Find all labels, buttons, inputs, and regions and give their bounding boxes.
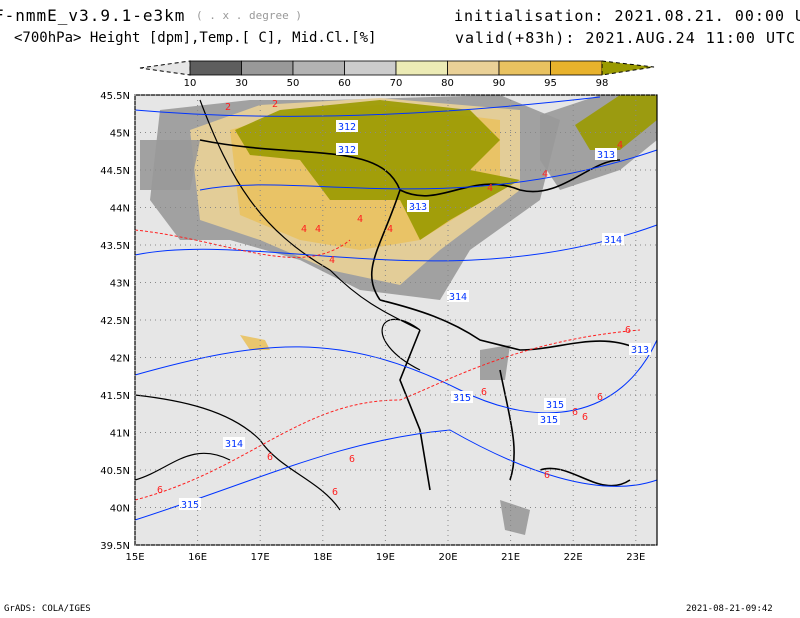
variables-title: <700hPa> Height [dpm],Temp.[ C], Mid.Cl.…	[14, 30, 377, 46]
colorbar-label: 30	[235, 78, 248, 89]
latitude-label: 39.5N	[100, 541, 130, 552]
height-label-bg	[595, 148, 617, 160]
colorbar: 10 30 50 60 70 80 90 95 98	[139, 60, 655, 89]
temperature-contour-label: 2	[225, 102, 231, 113]
temperature-contour-label: 2	[272, 99, 278, 110]
longitude-label: 16E	[188, 552, 207, 563]
height-contour	[134, 96, 601, 117]
height-contour-label: 313	[597, 150, 615, 161]
latitude-label: 40N	[110, 504, 130, 515]
height-label-bg	[538, 413, 560, 425]
latitude-label: 43.5N	[100, 241, 130, 252]
latitude-label: 41.5N	[100, 391, 130, 402]
temperature-contour-label: 4	[301, 224, 307, 235]
longitude-label: 19E	[376, 552, 395, 563]
longitude-label: 22E	[564, 552, 583, 563]
temperature-contour-label: 4	[617, 140, 623, 151]
longitude-label: 23E	[626, 552, 645, 563]
latitude-label: 45.5N	[100, 91, 130, 102]
longitude-label: 21E	[501, 552, 520, 563]
colorbar-label: 95	[544, 78, 557, 89]
height-contour-label: 312	[338, 145, 356, 156]
height-label-bg	[629, 343, 651, 355]
longitude-label: 20E	[438, 552, 457, 563]
height-label-bg	[336, 120, 358, 132]
height-label-bg	[407, 200, 429, 212]
temperature-contour-label: 6	[597, 392, 603, 403]
height-contour-label: 312	[338, 122, 356, 133]
height-contour-label: 314	[604, 235, 622, 246]
cloud-cover-area	[480, 345, 510, 380]
longitude-label: 17E	[251, 552, 270, 563]
height-label-bg	[451, 391, 473, 403]
cloud-cover-area	[235, 100, 520, 240]
colorbar-label: 98	[596, 78, 609, 89]
height-contour-label: 315	[181, 500, 199, 511]
height-label-bg	[223, 437, 245, 449]
height-label-bg	[336, 143, 358, 155]
temperature-contour-label: 6	[267, 452, 273, 463]
temperature-contour-label: 6	[349, 454, 355, 465]
temperature-contour-label: 4	[387, 224, 393, 235]
footer-credit: GrADS: COLA/IGES	[4, 604, 91, 614]
temperature-contour-label: 6	[572, 407, 578, 418]
temperature-contour-label: 6	[481, 387, 487, 398]
height-contour-label: 315	[540, 415, 558, 426]
colorbar-label: 80	[441, 78, 454, 89]
temperature-contour-label: 4	[357, 214, 363, 225]
height-contour-label: 315	[546, 400, 564, 411]
height-contour-label: 313	[409, 202, 427, 213]
height-label-bg	[447, 290, 469, 302]
temperature-contour-label: 4	[487, 183, 493, 194]
height-contour-label: 314	[225, 439, 243, 450]
cloud-cover-area	[500, 500, 530, 535]
country-borders	[199, 139, 641, 491]
initialisation-time: initialisation: 2021.08.21. 00:00 UTC	[454, 7, 800, 25]
height-contour	[134, 224, 658, 262]
colorbar-label: 50	[287, 78, 300, 89]
units-note: ( . x . degree )	[196, 9, 302, 22]
temperature-contour-label: 6	[625, 325, 631, 336]
longitude-label: 18E	[313, 552, 332, 563]
colorbar-label: 10	[184, 78, 197, 89]
height-contour-label: 315	[453, 393, 471, 404]
latitude-label: 42N	[110, 354, 130, 365]
cloud-cover-area	[575, 95, 657, 150]
latitude-label: 41N	[110, 429, 130, 440]
latitude-label: 45N	[110, 129, 130, 140]
height-contour-label: 313	[631, 345, 649, 356]
temperature-contour-label: 4	[542, 169, 548, 180]
latitude-label: 44.5N	[100, 166, 130, 177]
colorbar-label: 70	[390, 78, 403, 89]
coastline	[199, 99, 421, 371]
italy-coastline	[134, 394, 341, 511]
cloud-cover-area	[240, 335, 270, 350]
footer-timestamp: 2021-08-21-09:42	[686, 604, 773, 614]
latitude-label: 43N	[110, 279, 130, 290]
temperature-contour-label: 6	[332, 487, 338, 498]
latitude-label: 40.5N	[100, 466, 130, 477]
height-contour	[134, 339, 658, 414]
model-title: F-nmmE_v3.9.1-e3km	[0, 6, 186, 25]
temperature-contour-label: 4	[315, 224, 321, 235]
cloud-cover-area	[140, 140, 200, 190]
latitude-label: 42.5N	[100, 316, 130, 327]
latitude-label: 44N	[110, 204, 130, 215]
temperature-contour	[134, 229, 641, 501]
height-label-bg	[602, 233, 624, 245]
colorbar-label: 90	[493, 78, 506, 89]
temperature-contour-label: 6	[582, 412, 588, 423]
longitude-label: 15E	[125, 552, 144, 563]
height-contour	[134, 429, 658, 521]
colorbar-high-triangle	[601, 60, 655, 76]
temperature-contour-label: 6	[544, 470, 550, 481]
colorbar-label: 60	[338, 78, 351, 89]
valid-time: valid(+83h): 2021.AUG.24 11:00 UTC	[455, 29, 797, 47]
height-label-bg	[544, 398, 566, 410]
height-contour	[199, 149, 658, 191]
temperature-contour-label: 4	[329, 255, 335, 266]
temperature-contour-label: 6	[157, 485, 163, 496]
height-contour-label: 314	[449, 292, 467, 303]
